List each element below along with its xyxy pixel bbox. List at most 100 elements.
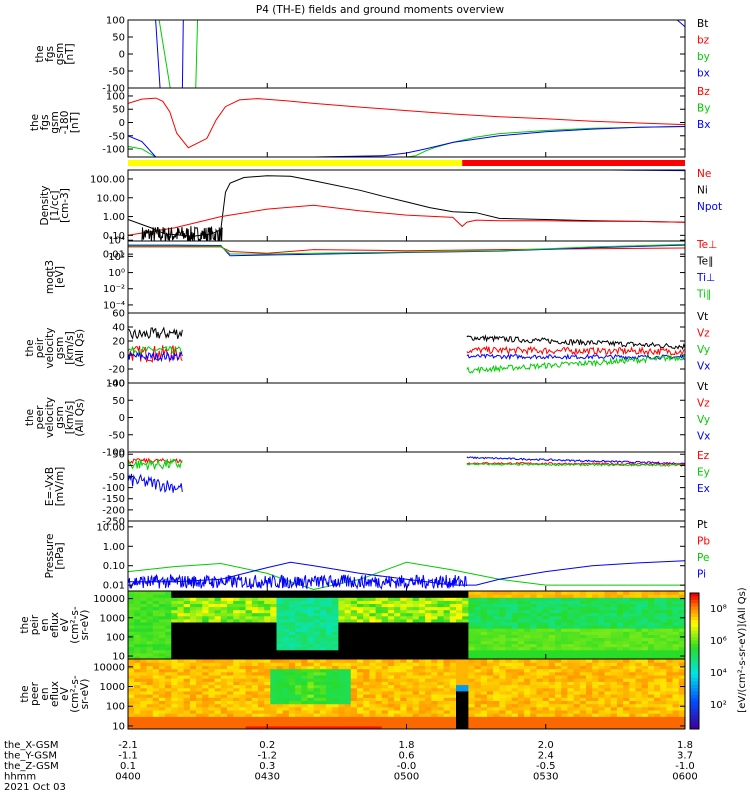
spectrogram-cell bbox=[468, 678, 476, 682]
spectrogram-cell bbox=[394, 640, 401, 645]
spectrogram-cell bbox=[313, 603, 321, 608]
spectrogram-cell bbox=[220, 640, 228, 645]
spectrogram-cell bbox=[647, 609, 655, 614]
spectrogram-cell bbox=[295, 684, 302, 689]
spectrogram-cell bbox=[196, 609, 203, 614]
spectrogram-cell bbox=[227, 643, 234, 648]
spectrogram-cell bbox=[288, 646, 296, 651]
spectrogram-cell bbox=[239, 637, 247, 642]
spectrogram-cell bbox=[196, 706, 203, 711]
spectrogram-cell bbox=[140, 597, 148, 601]
spectrogram-cell bbox=[264, 625, 271, 629]
spectrogram-cell bbox=[363, 618, 370, 623]
spectrogram-cell bbox=[449, 591, 457, 595]
spectrogram-cell bbox=[208, 652, 216, 657]
spectrogram-cell bbox=[654, 646, 661, 651]
spectrogram-cell bbox=[282, 621, 290, 626]
spectrogram-cell bbox=[610, 594, 618, 598]
spectrogram-cell bbox=[672, 600, 680, 604]
spectrogram-cell bbox=[301, 646, 309, 651]
spectrogram-cell bbox=[431, 665, 439, 670]
y-axis-label: eV bbox=[59, 617, 71, 631]
spectrogram-cell bbox=[381, 618, 389, 623]
spectrogram-cell bbox=[158, 703, 166, 708]
spectrogram-cell bbox=[579, 646, 587, 651]
spectrogram-cell bbox=[431, 722, 439, 727]
spectrogram-cell bbox=[251, 625, 259, 629]
spectrogram-cell bbox=[616, 597, 624, 601]
spectrogram-cell bbox=[363, 659, 370, 663]
spectrogram-cell bbox=[183, 631, 191, 635]
spectrogram-cell bbox=[493, 668, 500, 673]
spectrogram-cell bbox=[654, 591, 661, 595]
spectrogram-cell bbox=[387, 684, 395, 689]
spectrogram-cell bbox=[536, 640, 544, 645]
spectrogram-cell bbox=[462, 621, 469, 626]
spectrogram-cell bbox=[406, 713, 414, 717]
spectrogram-cell bbox=[536, 690, 544, 695]
spectrogram-cell bbox=[567, 646, 575, 651]
spectrogram-cell bbox=[437, 671, 445, 676]
spectrogram-cell bbox=[437, 603, 445, 608]
spectrogram-cell bbox=[270, 687, 278, 692]
spectrogram-cell bbox=[672, 674, 680, 679]
spectrogram-cell bbox=[270, 628, 278, 632]
spectrogram-cell bbox=[412, 674, 420, 679]
spectrogram-cell bbox=[524, 628, 531, 632]
spectrogram-cell bbox=[660, 725, 667, 729]
spectrogram-cell bbox=[394, 674, 401, 679]
spectrogram-cell bbox=[239, 725, 247, 729]
spectrogram-cell bbox=[128, 628, 135, 632]
spectrogram-cell bbox=[264, 609, 271, 614]
spectrogram-cell bbox=[239, 668, 247, 673]
spectrogram-cell bbox=[517, 643, 525, 648]
spectrogram-cell bbox=[456, 646, 463, 651]
spectrogram-cell bbox=[344, 662, 352, 666]
spectrogram-cell bbox=[480, 690, 488, 695]
spectrogram-cell bbox=[146, 606, 154, 611]
spectrogram-cell bbox=[227, 600, 234, 604]
spectrogram-cell bbox=[616, 716, 624, 721]
spectrogram-cell bbox=[239, 606, 247, 611]
spectrogram-cell bbox=[363, 700, 370, 705]
spectrogram-cell bbox=[158, 631, 166, 635]
spectrogram-cell bbox=[468, 684, 476, 689]
spectrogram-cell bbox=[357, 690, 364, 695]
spectrogram-cell bbox=[592, 668, 599, 673]
spectrogram-cell bbox=[672, 603, 680, 608]
y-tick-label: 10000 bbox=[93, 662, 125, 673]
spectrogram-cell bbox=[326, 697, 333, 701]
spectrogram-cell bbox=[189, 652, 197, 657]
spectrogram-cell bbox=[264, 713, 271, 717]
spectrogram-cell bbox=[313, 697, 321, 701]
colorbar-cell bbox=[690, 613, 699, 618]
spectrogram-cell bbox=[672, 631, 680, 635]
spectrogram-cell bbox=[480, 618, 488, 623]
spectrogram-cell bbox=[555, 625, 562, 629]
spectrogram-cell bbox=[505, 687, 513, 692]
spectrogram-cell bbox=[171, 618, 179, 623]
spectrogram-cell bbox=[227, 709, 234, 714]
spectrogram-cell bbox=[282, 671, 290, 676]
spectrogram-cell bbox=[443, 612, 451, 617]
spectrogram-cell bbox=[338, 700, 346, 705]
spectrogram-cell bbox=[654, 684, 661, 689]
spectrogram-cell bbox=[456, 662, 463, 666]
spectrogram-cell bbox=[152, 640, 160, 645]
spectrogram-cell bbox=[542, 609, 550, 614]
spectrogram-cell bbox=[344, 655, 352, 659]
spectrogram-cell bbox=[499, 649, 507, 654]
spectrogram-cell bbox=[344, 606, 352, 611]
spectrogram-cell bbox=[449, 649, 457, 654]
spectrogram-cell bbox=[288, 603, 296, 608]
spectrogram-cell bbox=[555, 697, 562, 701]
spectrogram-cell bbox=[468, 646, 476, 651]
spectrogram-cell bbox=[158, 722, 166, 727]
spectrogram-cell bbox=[536, 646, 544, 651]
spectrogram-cell bbox=[567, 621, 575, 626]
spectrogram-cell bbox=[276, 618, 284, 623]
spectrogram-cell bbox=[418, 703, 426, 708]
spectrogram-cell bbox=[499, 684, 507, 689]
spectrogram-cell bbox=[158, 671, 166, 676]
spectrogram-cell bbox=[647, 655, 655, 659]
